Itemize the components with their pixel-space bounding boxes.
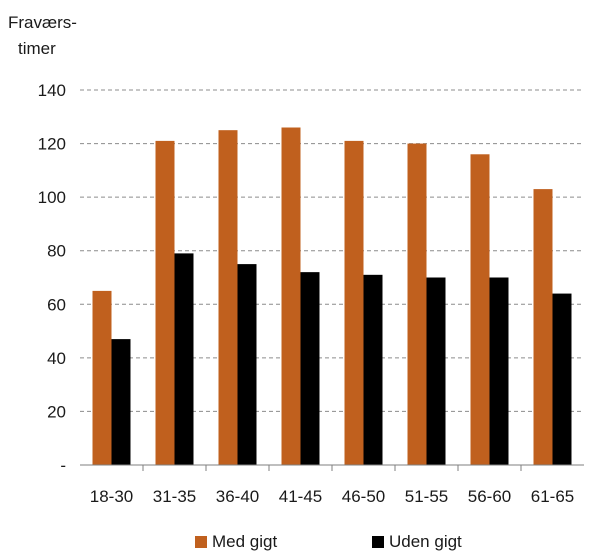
y-axis-title: Fraværs- timer [8,10,77,62]
bar-uden-gigt-31-35 [174,253,194,465]
legend-swatch-uden-gigt [372,536,384,548]
y-axis-title-line-1: Fraværs- [8,13,77,32]
legend-swatch-med-gigt [195,536,207,548]
legend: Med gigt Uden gigt [0,532,597,554]
y-tick-label-120: 120 [38,135,66,154]
x-tick-label-51-55: 51-55 [405,487,448,506]
x-tick-label-61-65: 61-65 [531,487,574,506]
x-tick-label-41-45: 41-45 [279,487,322,506]
x-tick-label-46-50: 46-50 [342,487,385,506]
y-axis-title-line-2: timer [18,39,56,58]
y-axis: - 20 40 60 80 100 120 140 [38,81,66,475]
bar-med-gigt-51-55 [407,143,427,466]
bar-uden-gigt-18-30 [111,339,131,465]
bar-chart: - 20 40 60 80 100 120 140 18-30 31-35 36-40 41-45 4… [38,81,584,506]
bar-med-gigt-36-40 [218,130,238,465]
legend-item-uden-gigt: Uden gigt [372,532,462,552]
bar-uden-gigt-51-55 [426,277,446,465]
y-tick-label-0: - [60,456,66,475]
x-tick-label-36-40: 36-40 [216,487,259,506]
x-tick-label-56-60: 56-60 [468,487,511,506]
bar-uden-gigt-61-65 [552,293,572,465]
y-tick-label-40: 40 [47,349,66,368]
bar-med-gigt-61-65 [533,189,553,465]
bar-med-gigt-31-35 [155,140,175,465]
y-tick-label-20: 20 [47,402,66,421]
legend-item-med-gigt: Med gigt [195,532,277,552]
bar-uden-gigt-36-40 [237,264,257,465]
bar-uden-gigt-46-50 [363,274,383,465]
bar-med-gigt-46-50 [344,140,364,465]
bar-uden-gigt-56-60 [489,277,509,465]
y-tick-label-80: 80 [47,242,66,261]
y-tick-label-60: 60 [47,295,66,314]
x-tick-label-31-35: 31-35 [153,487,196,506]
y-tick-label-100: 100 [38,188,66,207]
bar-med-gigt-56-60 [470,154,490,466]
bar-med-gigt-18-30 [92,290,112,465]
bars [92,127,572,466]
x-tick-label-18-30: 18-30 [90,487,133,506]
y-tick-label-140: 140 [38,81,66,100]
bar-med-gigt-41-45 [281,127,301,465]
legend-label-med-gigt: Med gigt [212,532,278,551]
legend-label-uden-gigt: Uden gigt [389,532,462,551]
bar-uden-gigt-41-45 [300,272,320,465]
x-axis: 18-30 31-35 36-40 41-45 46-50 51-55 56-60 61-65 [80,464,584,506]
